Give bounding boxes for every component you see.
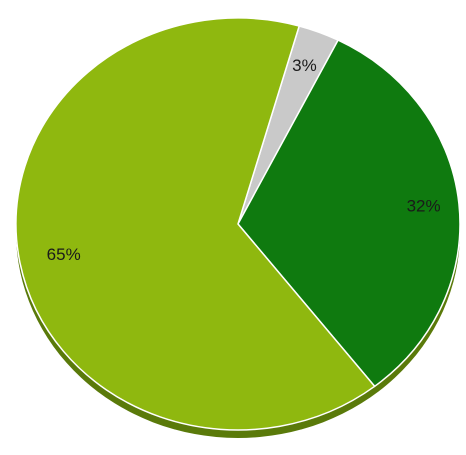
- pie-labels: 3% 32% 65%: [47, 56, 441, 264]
- pie-label-32pct: 32%: [407, 197, 441, 216]
- pie-slices: [15, 17, 461, 431]
- pie-label-3pct: 3%: [292, 56, 317, 75]
- pie-slice-65pct: [15, 17, 376, 431]
- pie-slice-32pct: [237, 39, 461, 388]
- pie-label-65pct: 65%: [47, 245, 81, 264]
